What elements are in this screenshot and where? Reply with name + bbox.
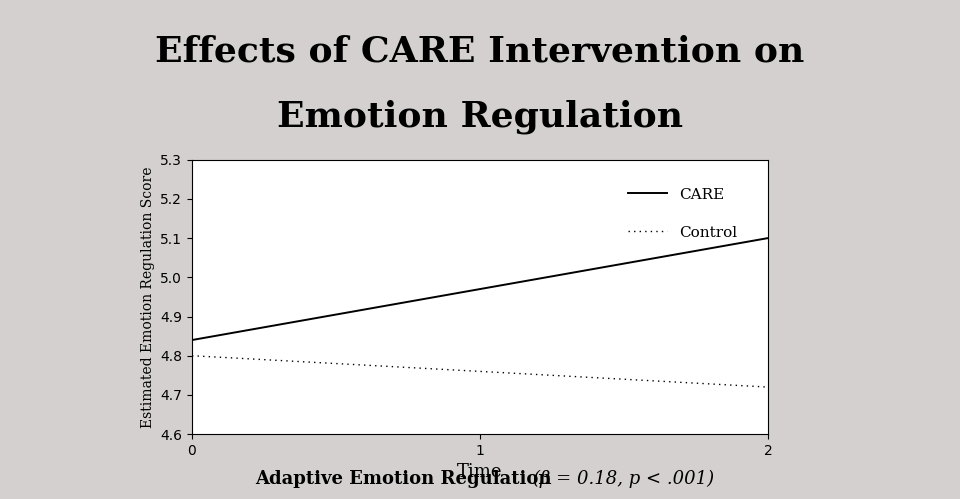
Y-axis label: Estimated Emotion Regulation Score: Estimated Emotion Regulation Score (141, 166, 155, 428)
Text: Effects of CARE Intervention on: Effects of CARE Intervention on (156, 35, 804, 69)
X-axis label: Time: Time (457, 464, 503, 482)
Text: Adaptive Emotion Regulation: Adaptive Emotion Regulation (255, 470, 551, 488)
Text: Emotion Regulation: Emotion Regulation (276, 100, 684, 134)
Legend: CARE, Control: CARE, Control (622, 181, 743, 247)
Text: (β = 0.18, p < .001): (β = 0.18, p < .001) (534, 470, 714, 488)
